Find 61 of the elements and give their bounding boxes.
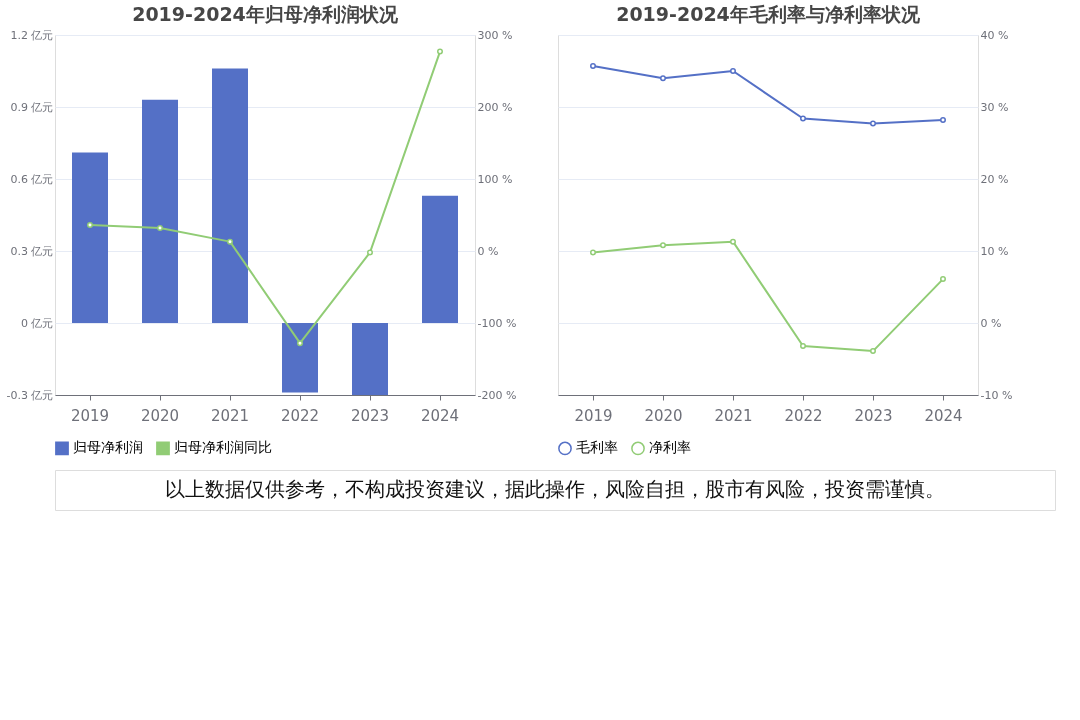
point (870, 348, 876, 355)
y-tick-label: 0.3 亿元 (10, 244, 54, 258)
point (437, 48, 443, 55)
point (660, 242, 666, 249)
y2-tick-label: 200 % (477, 100, 513, 114)
y2-tick-label: -100 % (477, 316, 517, 330)
bar (422, 195, 458, 323)
text: 以上数据仅供参考，不构成投资建议，据此操作，风险自担，股市有风险，投资需谨慎。 (165, 477, 945, 501)
bar (352, 323, 388, 395)
bar (212, 68, 248, 323)
point (660, 75, 666, 82)
legend-label: 净利率 (649, 439, 691, 456)
y2-tick-label: -10 % (980, 388, 1013, 402)
legend-label: 归母净利润 (73, 439, 143, 456)
bar (142, 99, 178, 323)
x-tick-label: 2020 (140, 406, 180, 425)
point (590, 62, 596, 69)
x-tick-label: 2023 (854, 406, 893, 425)
x-tick-label: 2024 (924, 406, 963, 425)
y-tick-label: 0.6 亿元 (10, 172, 54, 186)
y-tick-label: 0.9 亿元 (10, 100, 54, 114)
point (730, 68, 736, 74)
y2-tick-label: 20 % (980, 172, 1009, 186)
x-tick-label: 2019 (574, 406, 613, 425)
bar (282, 323, 318, 393)
x-tick-label: 2021 (714, 406, 753, 425)
y2-tick-label: 100 % (477, 172, 513, 186)
point (367, 249, 373, 256)
x-tick-label: 2023 (350, 406, 390, 425)
legend-label: 归母净利润同比 (174, 439, 272, 456)
chart-title: 2019-2024年毛利率与净利率状况 (616, 3, 921, 25)
point (227, 238, 233, 245)
x-tick-label: 2020 (644, 406, 683, 425)
chart-title: 2019-2024年归母净利润状况 (132, 3, 399, 25)
bar (72, 152, 108, 323)
x-tick-label: 2024 (420, 406, 460, 425)
legend-label: 毛利率 (576, 439, 618, 456)
x-tick-label: 2022 (280, 406, 320, 425)
point (730, 238, 736, 245)
y-tick-label: 1.2 亿元 (10, 28, 54, 42)
point (940, 116, 946, 123)
y2-tick-label: 40 % (980, 28, 1009, 42)
point (870, 120, 876, 127)
y-tick-label: 0 亿元 (21, 316, 54, 330)
y2-tick-label: 0 % (980, 316, 1002, 330)
x-tick-label: 2021 (210, 406, 250, 425)
point (87, 222, 93, 229)
point (297, 340, 303, 347)
y2-tick-label: 0 % (477, 244, 499, 258)
point (157, 224, 163, 231)
x-tick-label: 2022 (784, 406, 823, 425)
point (800, 115, 806, 122)
x-tick-label: 2019 (70, 406, 110, 425)
point (940, 276, 946, 283)
y2-tick-label: -200 % (477, 388, 517, 402)
point (800, 343, 806, 350)
y2-tick-label: 300 % (477, 28, 513, 42)
point (590, 249, 596, 256)
y2-tick-label: 10 % (980, 244, 1009, 258)
y-tick-label: -0.3 亿元 (6, 388, 54, 402)
y2-tick-label: 30 % (980, 100, 1009, 114)
